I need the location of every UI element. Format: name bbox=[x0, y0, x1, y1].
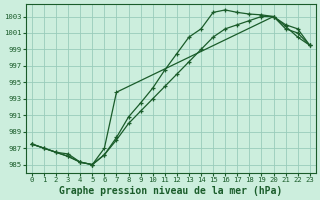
X-axis label: Graphe pression niveau de la mer (hPa): Graphe pression niveau de la mer (hPa) bbox=[59, 186, 283, 196]
